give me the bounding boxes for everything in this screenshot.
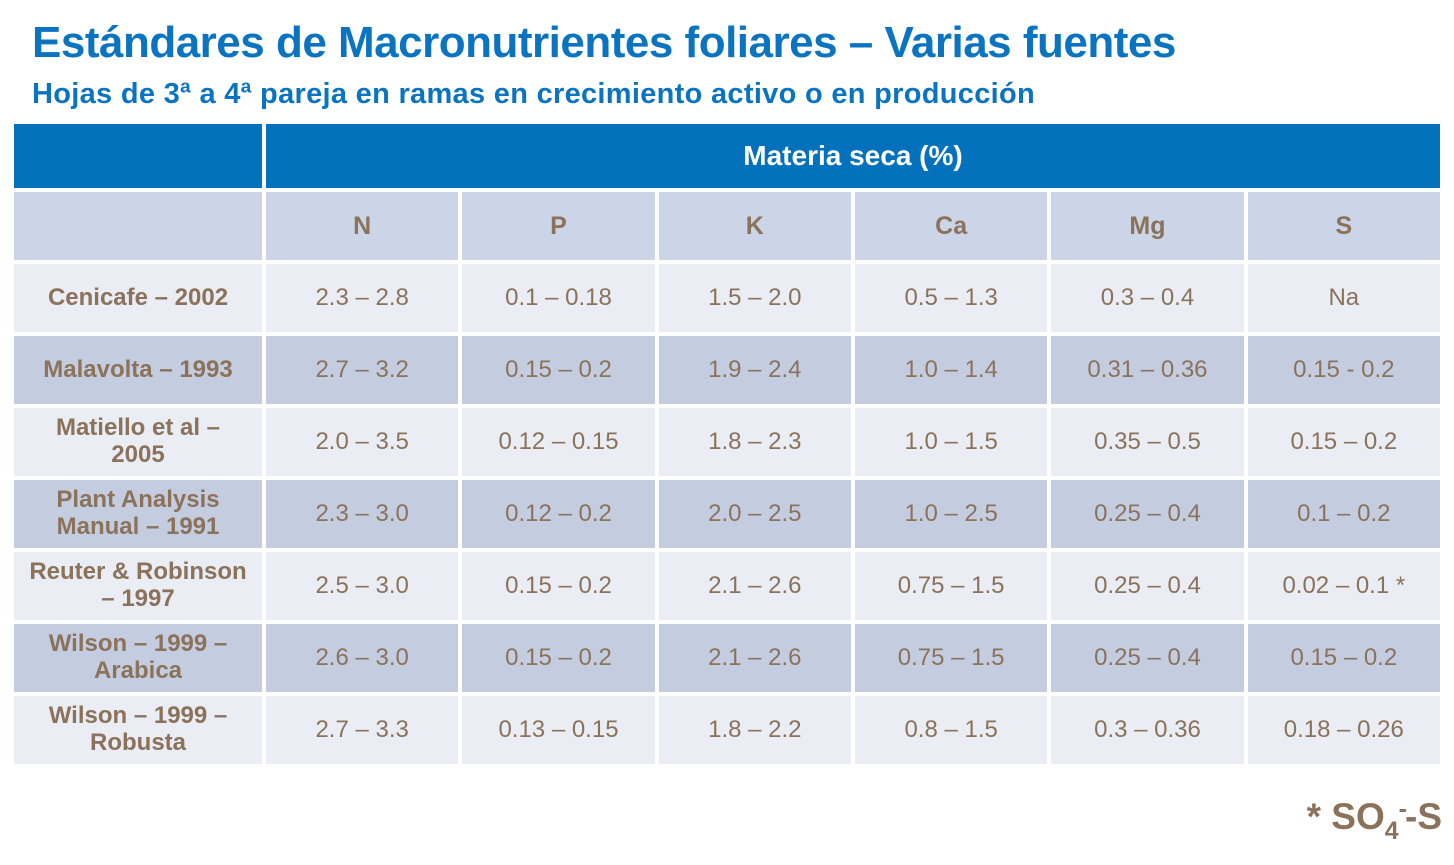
row-label: Wilson – 1999 – Arabica — [14, 624, 262, 692]
footnote-sulfate-sulfur: * SO4--S — [1307, 795, 1442, 846]
value-cell: 1.0 – 2.5 — [854, 480, 1048, 548]
table-row: Wilson – 1999 – Arabica 2.6 – 3.0 0.15 – 0… — [14, 624, 1440, 692]
page-subtitle: Hojas de 3ª a 4ª pareja en ramas en crec… — [32, 78, 1036, 110]
value-cell: 0.35 – 0.5 — [1051, 408, 1244, 476]
value-cell: 0.1 – 0.18 — [462, 264, 655, 332]
table-row: Matiello et al – 2005 2.0 – 3.5 0.12 – 0.1… — [14, 408, 1440, 476]
value-cell: 0.31 – 0.36 — [1051, 336, 1244, 404]
footnote-superscript: - — [1398, 795, 1407, 823]
value-cell: 2.3 – 2.8 — [266, 264, 459, 332]
column-header-k: K — [658, 192, 851, 260]
value-cell: 0.75 – 1.5 — [854, 552, 1048, 620]
merged-header-row: Materia seca (%) — [14, 124, 1440, 188]
row-label: Malavolta – 1993 — [14, 336, 262, 404]
value-cell: 0.02 – 0.1 * — [1247, 552, 1440, 620]
value-cell: 0.18 – 0.26 — [1247, 696, 1440, 764]
row-label: Reuter & Robinson – 1997 — [14, 552, 262, 620]
value-cell: 2.7 – 3.3 — [266, 696, 459, 764]
macronutrient-standards-table: Materia seca (%) N P K Ca Mg S Cenicafe – 200… — [10, 120, 1444, 768]
value-cell: 0.25 – 0.4 — [1051, 624, 1244, 692]
value-cell: 0.12 – 0.15 — [462, 408, 655, 476]
value-cell: Na — [1247, 264, 1440, 332]
table-row: Plant Analysis Manual – 1991 2.3 – 3.0 0.1… — [14, 480, 1440, 548]
value-cell: 0.15 - 0.2 — [1247, 336, 1440, 404]
value-cell: 1.0 – 1.4 — [854, 336, 1048, 404]
value-cell: 2.0 – 2.5 — [658, 480, 851, 548]
footnote-prefix: * SO — [1306, 796, 1385, 837]
materia-seca-header: Materia seca (%) — [266, 124, 1440, 188]
value-cell: 1.9 – 2.4 — [658, 336, 851, 404]
value-cell: 0.15 – 0.2 — [462, 336, 655, 404]
footnote-subscript: 4 — [1384, 817, 1399, 845]
value-cell: 0.5 – 1.3 — [854, 264, 1048, 332]
value-cell: 0.75 – 1.5 — [854, 624, 1048, 692]
column-header-row: N P K Ca Mg S — [14, 192, 1440, 260]
value-cell: 0.25 – 0.4 — [1051, 480, 1244, 548]
row-label: Wilson – 1999 – Robusta — [14, 696, 262, 764]
value-cell: 1.5 – 2.0 — [658, 264, 851, 332]
corner-cell — [14, 124, 262, 188]
value-cell: 0.1 – 0.2 — [1247, 480, 1440, 548]
value-cell: 0.12 – 0.2 — [462, 480, 655, 548]
value-cell: 0.15 – 0.2 — [1247, 624, 1440, 692]
value-cell: 0.25 – 0.4 — [1051, 552, 1244, 620]
row-label: Matiello et al – 2005 — [14, 408, 262, 476]
value-cell: 0.13 – 0.15 — [462, 696, 655, 764]
row-label-column-header — [14, 192, 262, 260]
value-cell: 2.5 – 3.0 — [266, 552, 459, 620]
value-cell: 0.8 – 1.5 — [854, 696, 1048, 764]
value-cell: 2.6 – 3.0 — [266, 624, 459, 692]
value-cell: 0.3 – 0.36 — [1051, 696, 1244, 764]
column-header-s: S — [1247, 192, 1440, 260]
row-label: Plant Analysis Manual – 1991 — [14, 480, 262, 548]
value-cell: 1.8 – 2.2 — [658, 696, 851, 764]
value-cell: 2.3 – 3.0 — [266, 480, 459, 548]
value-cell: 2.7 – 3.2 — [266, 336, 459, 404]
page-title: Estándares de Macronutrientes foliares –… — [32, 18, 1176, 67]
row-label: Cenicafe – 2002 — [14, 264, 262, 332]
column-header-p: P — [462, 192, 655, 260]
table-row: Cenicafe – 2002 2.3 – 2.8 0.1 – 0.18 1.5 – … — [14, 264, 1440, 332]
value-cell: 0.3 – 0.4 — [1051, 264, 1244, 332]
value-cell: 1.8 – 2.3 — [658, 408, 851, 476]
value-cell: 0.15 – 0.2 — [462, 552, 655, 620]
value-cell: 0.15 – 0.2 — [462, 624, 655, 692]
column-header-n: N — [266, 192, 459, 260]
value-cell: 1.0 – 1.5 — [854, 408, 1048, 476]
table-row: Wilson – 1999 – Robusta 2.7 – 3.3 0.13 – 0… — [14, 696, 1440, 764]
value-cell: 2.0 – 3.5 — [266, 408, 459, 476]
table-row: Reuter & Robinson – 1997 2.5 – 3.0 0.15 – … — [14, 552, 1440, 620]
column-header-mg: Mg — [1051, 192, 1244, 260]
table-row: Malavolta – 1993 2.7 – 3.2 0.15 – 0.2 1.9 –… — [14, 336, 1440, 404]
value-cell: 2.1 – 2.6 — [658, 552, 851, 620]
value-cell: 2.1 – 2.6 — [658, 624, 851, 692]
footnote-suffix: -S — [1405, 796, 1442, 837]
value-cell: 0.15 – 0.2 — [1247, 408, 1440, 476]
column-header-ca: Ca — [854, 192, 1048, 260]
